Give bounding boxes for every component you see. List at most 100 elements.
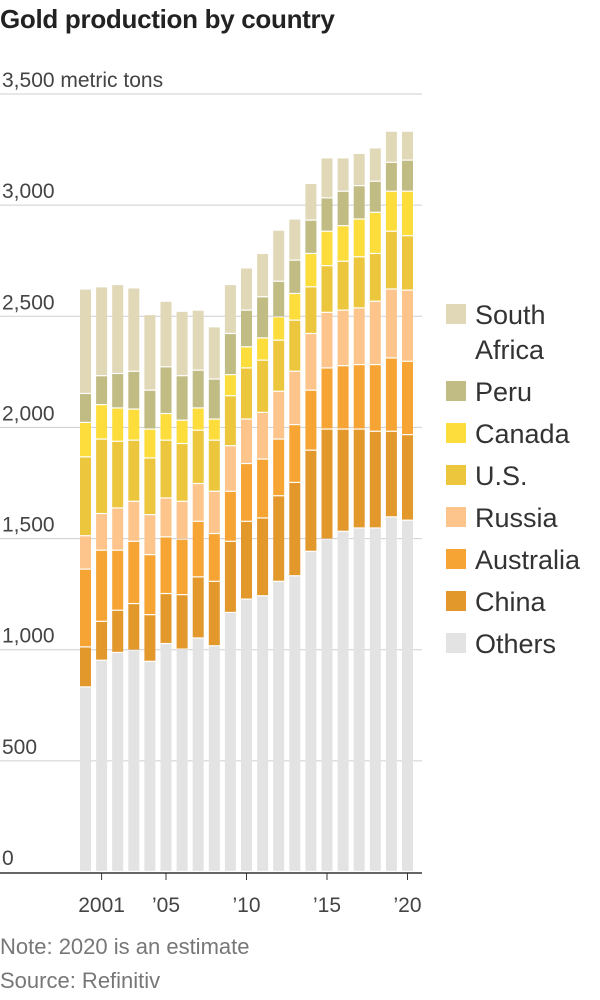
bar-u-s--2002 — [112, 441, 124, 508]
bar-peru-2016 — [337, 191, 349, 226]
legend-label-china: China — [475, 587, 547, 617]
bar-russia-2018 — [369, 301, 381, 364]
bar-australia-2000 — [80, 569, 91, 647]
legend-item-south-africa: South Africa — [446, 300, 546, 365]
bar-china-2009 — [224, 541, 236, 612]
bar-china-2012 — [273, 496, 285, 581]
bar-others-2007 — [192, 638, 204, 871]
legend-swatch-australia — [446, 549, 466, 569]
x-tick-label-2020: ’20 — [393, 894, 421, 917]
legend-item-u-s-: U.S. — [446, 461, 528, 491]
bar-canada-2011 — [257, 338, 269, 360]
bar-china-2014 — [305, 450, 317, 551]
bar-south-africa-2006 — [176, 311, 188, 376]
bar-south-africa-2009 — [224, 285, 236, 333]
bar-australia-2001 — [96, 550, 108, 621]
bar-others-2002 — [112, 653, 124, 871]
bar-canada-2012 — [273, 317, 285, 340]
bar-russia-2007 — [192, 484, 204, 521]
bar-canada-2002 — [112, 408, 124, 441]
legend-label-south-africa: South Africa — [475, 300, 546, 365]
bar-u-s--2006 — [176, 444, 188, 501]
bar-south-africa-2015 — [321, 158, 333, 198]
bar-peru-2000 — [80, 394, 91, 422]
bar-others-2009 — [224, 613, 236, 871]
bar-south-africa-2008 — [208, 327, 220, 379]
bar-canada-2014 — [305, 254, 317, 287]
bar-peru-2009 — [224, 334, 236, 374]
x-axis-tick-labels: 2001 ’05 ’10 ’15 ’20 — [78, 873, 422, 917]
bar-china-2002 — [112, 610, 124, 652]
bar-others-2008 — [208, 646, 220, 871]
bar-south-africa-2000 — [80, 289, 91, 393]
bar-peru-2012 — [273, 281, 285, 317]
bar-australia-2004 — [144, 555, 156, 615]
legend-item-australia: Australia — [446, 545, 581, 575]
bar-australia-2015 — [321, 368, 333, 429]
bar-canada-2004 — [144, 429, 156, 458]
legend-item-others: Others — [446, 629, 556, 659]
bar-peru-2011 — [257, 297, 269, 338]
bar-china-2010 — [241, 521, 252, 599]
legend-swatch-china — [446, 591, 466, 611]
bar-stack-2017 — [353, 154, 365, 871]
bar-canada-2009 — [224, 375, 236, 396]
bar-australia-2010 — [241, 464, 252, 521]
bar-china-2001 — [96, 621, 108, 660]
bar-south-africa-2020 — [402, 131, 413, 160]
bar-russia-2000 — [80, 536, 91, 569]
legend-item-russia: Russia — [446, 503, 559, 533]
bar-peru-2020 — [402, 160, 413, 191]
bar-others-2018 — [369, 528, 381, 871]
bar-australia-2013 — [289, 425, 301, 482]
bar-canada-2019 — [385, 191, 397, 231]
bar-russia-2010 — [241, 419, 252, 463]
bar-u-s--2011 — [257, 360, 269, 412]
bar-australia-2007 — [192, 521, 204, 577]
bar-others-2010 — [241, 599, 252, 871]
bar-u-s--2001 — [96, 439, 108, 513]
bar-stack-2007 — [192, 310, 204, 871]
bar-russia-2020 — [402, 290, 413, 361]
y-tick-label-2000: 2,000 — [2, 402, 55, 425]
bar-south-africa-2013 — [289, 219, 301, 260]
bar-china-2011 — [257, 518, 269, 596]
bar-stack-2005 — [160, 301, 172, 871]
bar-peru-2018 — [369, 181, 381, 212]
bar-china-2020 — [402, 435, 413, 520]
bar-china-2015 — [321, 429, 333, 539]
bar-canada-2003 — [128, 409, 140, 440]
bar-south-africa-2011 — [257, 254, 269, 297]
bar-australia-2020 — [402, 361, 413, 435]
bar-u-s--2003 — [128, 440, 140, 501]
bar-russia-2001 — [96, 514, 108, 550]
bar-canada-2001 — [96, 405, 108, 439]
bar-china-2006 — [176, 595, 188, 649]
bar-russia-2015 — [321, 312, 333, 368]
legend-swatch-others — [446, 633, 466, 653]
bar-u-s--2014 — [305, 287, 317, 333]
bar-russia-2002 — [112, 508, 124, 550]
y-tick-label-1000: 1,000 — [2, 625, 55, 648]
y-tick-label-0: 0 — [2, 847, 14, 870]
legend-swatch-peru — [446, 381, 466, 401]
bar-china-2016 — [337, 429, 349, 531]
y-tick-label-500: 500 — [2, 736, 37, 759]
bar-peru-2005 — [160, 367, 172, 413]
bar-peru-2002 — [112, 374, 124, 408]
legend-swatch-canada — [446, 423, 466, 443]
bar-stack-2019 — [385, 131, 397, 871]
chart-title: Gold production by country — [0, 4, 335, 34]
bar-peru-2001 — [96, 376, 108, 404]
bar-south-africa-2012 — [273, 230, 285, 281]
bar-peru-2003 — [128, 371, 140, 409]
bar-south-africa-2014 — [305, 184, 317, 220]
bar-south-africa-2010 — [241, 268, 252, 310]
bar-australia-2011 — [257, 459, 269, 518]
bar-peru-2010 — [241, 310, 252, 347]
bar-australia-2014 — [305, 390, 317, 450]
bar-russia-2012 — [273, 391, 285, 439]
bar-stack-2011 — [257, 254, 269, 871]
bar-south-africa-2016 — [337, 158, 349, 191]
bar-u-s--2015 — [321, 266, 333, 312]
